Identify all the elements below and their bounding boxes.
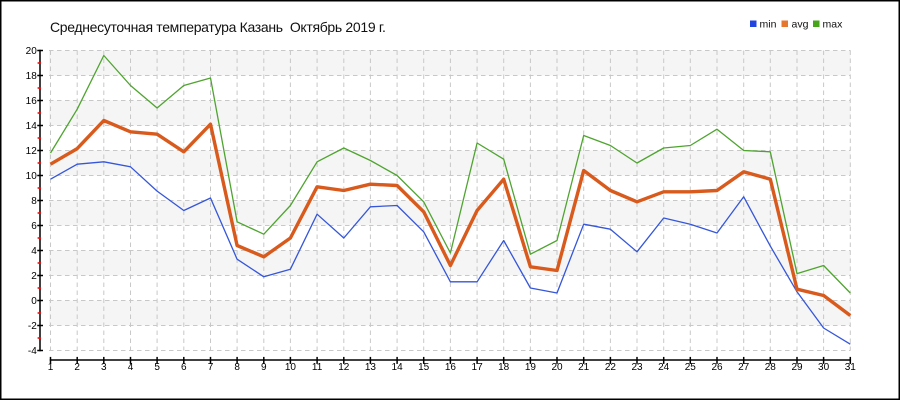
svg-text:16: 16 <box>26 96 38 107</box>
svg-text:5: 5 <box>154 362 160 373</box>
svg-text:0: 0 <box>31 296 37 307</box>
svg-text:2: 2 <box>31 271 37 282</box>
svg-text:8: 8 <box>31 196 37 207</box>
svg-text:4: 4 <box>31 246 37 257</box>
svg-text:23: 23 <box>631 362 643 373</box>
svg-text:4: 4 <box>128 362 134 373</box>
svg-text:29: 29 <box>791 362 803 373</box>
svg-text:20: 20 <box>26 46 38 57</box>
svg-text:min: min <box>760 19 777 31</box>
svg-text:avg: avg <box>792 19 809 31</box>
svg-text:Среднесуточная температура Каз: Среднесуточная температура Казань Октябр… <box>50 19 386 35</box>
svg-text:17: 17 <box>472 362 484 373</box>
svg-text:-4: -4 <box>28 346 37 357</box>
svg-text:18: 18 <box>498 362 510 373</box>
svg-text:26: 26 <box>711 362 723 373</box>
svg-text:1: 1 <box>48 362 54 373</box>
svg-text:3: 3 <box>101 362 107 373</box>
svg-text:12: 12 <box>26 146 38 157</box>
svg-text:22: 22 <box>605 362 617 373</box>
svg-text:19: 19 <box>525 362 537 373</box>
svg-text:16: 16 <box>445 362 457 373</box>
svg-text:6: 6 <box>181 362 187 373</box>
svg-text:24: 24 <box>658 362 670 373</box>
svg-text:14: 14 <box>26 121 38 132</box>
svg-text:28: 28 <box>765 362 777 373</box>
svg-text:9: 9 <box>261 362 267 373</box>
svg-text:6: 6 <box>31 221 37 232</box>
svg-text:11: 11 <box>312 362 323 373</box>
svg-text:13: 13 <box>365 362 377 373</box>
svg-text:10: 10 <box>26 171 38 182</box>
svg-text:30: 30 <box>818 362 830 373</box>
svg-text:max: max <box>823 19 844 31</box>
svg-text:7: 7 <box>208 362 214 373</box>
svg-text:31: 31 <box>845 362 857 373</box>
svg-text:12: 12 <box>338 362 350 373</box>
svg-text:-2: -2 <box>28 321 37 332</box>
svg-text:2: 2 <box>74 362 80 373</box>
svg-text:20: 20 <box>551 362 563 373</box>
svg-text:25: 25 <box>685 362 697 373</box>
svg-text:21: 21 <box>578 362 590 373</box>
svg-text:18: 18 <box>26 71 38 82</box>
svg-text:8: 8 <box>234 362 240 373</box>
svg-text:27: 27 <box>738 362 750 373</box>
svg-text:15: 15 <box>418 362 430 373</box>
svg-text:10: 10 <box>285 362 297 373</box>
svg-text:14: 14 <box>392 362 404 373</box>
